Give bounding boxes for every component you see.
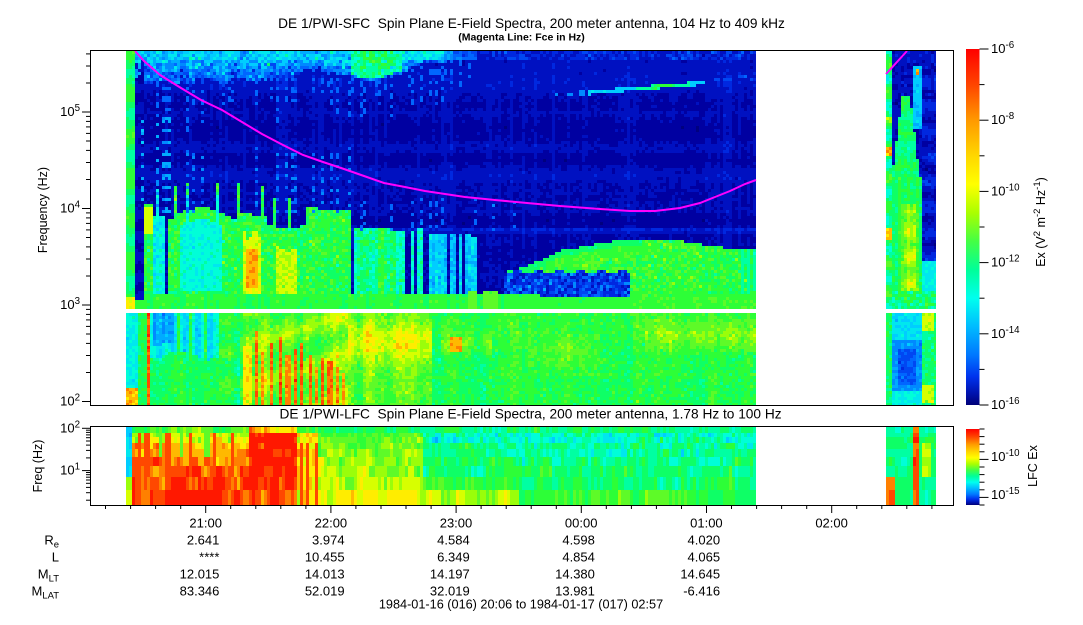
svg-text:12.015: 12.015 bbox=[180, 567, 220, 582]
svg-text:22:00: 22:00 bbox=[315, 516, 348, 531]
svg-text:L: L bbox=[52, 550, 59, 565]
svg-text:32.019: 32.019 bbox=[430, 584, 470, 599]
svg-text:14.013: 14.013 bbox=[305, 567, 345, 582]
svg-text:13.981: 13.981 bbox=[555, 584, 595, 599]
svg-text:4.854: 4.854 bbox=[562, 550, 595, 565]
svg-text:83.346: 83.346 bbox=[180, 584, 220, 599]
svg-text:01:00: 01:00 bbox=[690, 516, 723, 531]
svg-text:1984-01-16 (016) 20:06 to 1984: 1984-01-16 (016) 20:06 to 1984-01-17 (01… bbox=[379, 598, 663, 612]
svg-text:2.641: 2.641 bbox=[187, 533, 220, 548]
svg-text:Freq (Hz): Freq (Hz) bbox=[31, 440, 45, 493]
svg-text:****: **** bbox=[199, 550, 219, 565]
svg-text:4.584: 4.584 bbox=[437, 533, 470, 548]
svg-text:3.974: 3.974 bbox=[312, 533, 345, 548]
svg-text:6.349: 6.349 bbox=[437, 550, 470, 565]
svg-text:02:00: 02:00 bbox=[815, 516, 848, 531]
svg-text:52.019: 52.019 bbox=[305, 584, 345, 599]
svg-text:4.065: 4.065 bbox=[688, 550, 721, 565]
svg-text:14.197: 14.197 bbox=[430, 567, 470, 582]
svg-text:4.020: 4.020 bbox=[688, 533, 721, 548]
svg-text:(Magenta Line: Fce in Hz): (Magenta Line: Fce in Hz) bbox=[458, 32, 585, 44]
svg-text:LFC Ex: LFC Ex bbox=[1026, 444, 1040, 486]
svg-text:21:00: 21:00 bbox=[189, 516, 222, 531]
svg-text:DE 1/PWI-LFC Spin Plane E-Fie: DE 1/PWI-LFC Spin Plane E-Field Spectra,… bbox=[279, 407, 781, 422]
svg-text:Ex (V2 m-2 Hz-1): Ex (V2 m-2 Hz-1) bbox=[1032, 177, 1048, 267]
svg-text:-6.416: -6.416 bbox=[683, 584, 720, 599]
svg-text:23:00: 23:00 bbox=[440, 516, 473, 531]
svg-text:10.455: 10.455 bbox=[305, 550, 345, 565]
svg-text:14.380: 14.380 bbox=[555, 567, 595, 582]
svg-text:Frequency (Hz): Frequency (Hz) bbox=[36, 167, 50, 253]
svg-text:DE 1/PWI-SFC Spin Plane E-Fie: DE 1/PWI-SFC Spin Plane E-Field Spectra,… bbox=[278, 16, 785, 31]
svg-text:00:00: 00:00 bbox=[565, 516, 598, 531]
svg-text:4.598: 4.598 bbox=[562, 533, 595, 548]
svg-text:14.645: 14.645 bbox=[680, 567, 720, 582]
